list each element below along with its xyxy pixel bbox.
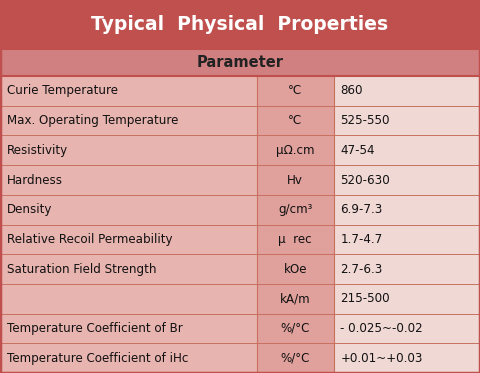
Text: μ  rec: μ rec (278, 233, 312, 246)
Bar (257, 76, 334, 106)
Bar (334, 343, 480, 373)
Bar (0, 0, 480, 49)
Bar (0, 76, 257, 106)
Text: 520-630: 520-630 (340, 173, 390, 186)
Bar (0, 254, 257, 284)
Text: Temperature Coefficient of iHc: Temperature Coefficient of iHc (7, 352, 188, 365)
Text: Hardness: Hardness (7, 173, 63, 186)
Bar (334, 106, 480, 135)
Bar (257, 135, 334, 165)
Bar (257, 195, 334, 225)
Bar (334, 314, 480, 343)
Text: g/cm³: g/cm³ (278, 203, 312, 216)
Text: 215-500: 215-500 (340, 292, 390, 305)
Bar (0, 135, 257, 165)
Text: 2.7-6.3: 2.7-6.3 (340, 263, 383, 276)
Bar (257, 106, 334, 135)
Text: kA/m: kA/m (280, 292, 311, 305)
Bar (334, 76, 480, 106)
Text: 860: 860 (340, 84, 363, 97)
Text: Temperature Coefficient of Br: Temperature Coefficient of Br (7, 322, 182, 335)
Bar (0, 195, 257, 225)
Text: Curie Temperature: Curie Temperature (7, 84, 118, 97)
Text: Hv: Hv (287, 173, 303, 186)
Text: Density: Density (7, 203, 52, 216)
Bar (257, 225, 334, 254)
Text: %/°C: %/°C (280, 322, 310, 335)
Bar (0, 314, 257, 343)
Text: Typical  Physical  Properties: Typical Physical Properties (91, 15, 389, 34)
Text: 525-550: 525-550 (340, 114, 390, 127)
Bar (334, 254, 480, 284)
Text: Resistivity: Resistivity (7, 144, 68, 157)
Bar (334, 165, 480, 195)
Text: 6.9-7.3: 6.9-7.3 (340, 203, 383, 216)
Bar (257, 284, 334, 314)
Text: +0.01~+0.03: +0.01~+0.03 (340, 352, 423, 365)
Text: °C: °C (288, 114, 302, 127)
Text: μΩ.cm: μΩ.cm (276, 144, 314, 157)
Bar (0, 49, 480, 76)
Bar (257, 254, 334, 284)
Text: - 0.025~-0.02: - 0.025~-0.02 (340, 322, 423, 335)
Text: %/°C: %/°C (280, 352, 310, 365)
Bar (257, 343, 334, 373)
Text: 47-54: 47-54 (340, 144, 375, 157)
Bar (257, 165, 334, 195)
Bar (0, 343, 257, 373)
Text: °C: °C (288, 84, 302, 97)
Text: Parameter: Parameter (196, 55, 284, 70)
Bar (334, 135, 480, 165)
Bar (334, 284, 480, 314)
Bar (334, 195, 480, 225)
Text: Relative Recoil Permeability: Relative Recoil Permeability (7, 233, 172, 246)
Bar (257, 314, 334, 343)
Text: Saturation Field Strength: Saturation Field Strength (7, 263, 156, 276)
Bar (0, 165, 257, 195)
Bar (0, 106, 257, 135)
Text: kOe: kOe (284, 263, 307, 276)
Bar (334, 225, 480, 254)
Text: Max. Operating Temperature: Max. Operating Temperature (7, 114, 178, 127)
Bar (0, 284, 257, 314)
Bar (0, 225, 257, 254)
Text: 1.7-4.7: 1.7-4.7 (340, 233, 383, 246)
